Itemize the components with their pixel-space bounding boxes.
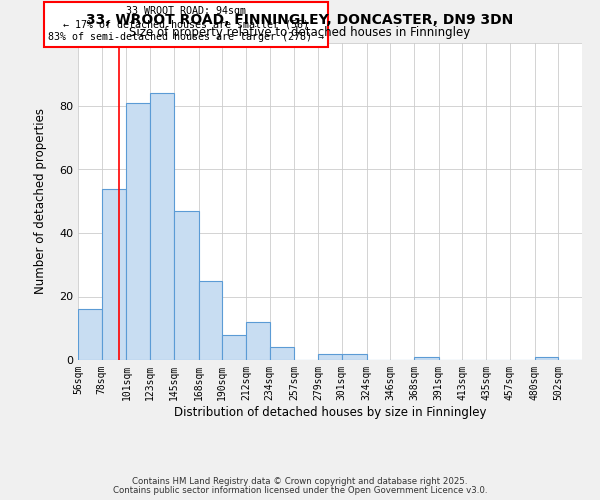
Text: 33 WROOT ROAD: 94sqm
← 17% of detached houses are smaller (56)
83% of semi-detac: 33 WROOT ROAD: 94sqm ← 17% of detached h… xyxy=(48,6,324,43)
Text: 33, WROOT ROAD, FINNINGLEY, DONCASTER, DN9 3DN: 33, WROOT ROAD, FINNINGLEY, DONCASTER, D… xyxy=(86,12,514,26)
Bar xyxy=(101,188,127,360)
Text: Contains public sector information licensed under the Open Government Licence v3: Contains public sector information licen… xyxy=(113,486,487,495)
Bar xyxy=(342,354,367,360)
Bar xyxy=(269,348,295,360)
Y-axis label: Number of detached properties: Number of detached properties xyxy=(34,108,47,294)
Bar xyxy=(318,354,342,360)
Text: Size of property relative to detached houses in Finningley: Size of property relative to detached ho… xyxy=(130,26,470,39)
Bar xyxy=(223,334,246,360)
Bar xyxy=(199,280,223,360)
Bar xyxy=(150,94,174,360)
X-axis label: Distribution of detached houses by size in Finningley: Distribution of detached houses by size … xyxy=(174,406,486,418)
Text: Contains HM Land Registry data © Crown copyright and database right 2025.: Contains HM Land Registry data © Crown c… xyxy=(132,477,468,486)
Bar xyxy=(246,322,269,360)
Bar xyxy=(414,357,439,360)
Bar xyxy=(174,211,199,360)
Bar xyxy=(535,357,559,360)
Bar xyxy=(78,309,101,360)
Bar xyxy=(127,103,150,360)
